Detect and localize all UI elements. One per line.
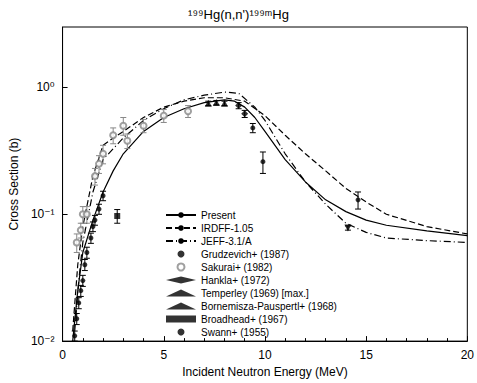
svg-text:IRDFF-1.05: IRDFF-1.05 (201, 223, 254, 234)
svg-text:¹⁹⁹Hg(n,n')¹⁹⁹ᵐHg: ¹⁹⁹Hg(n,n')¹⁹⁹ᵐHg (188, 7, 289, 22)
svg-text:Cross Section (b): Cross Section (b) (7, 138, 21, 231)
svg-text:20: 20 (461, 348, 475, 362)
svg-text:10⁻¹: 10⁻¹ (31, 207, 55, 221)
svg-text:Broadhead+ (1967): Broadhead+ (1967) (201, 314, 287, 325)
svg-text:Hankla+ (1972): Hankla+ (1972) (201, 275, 270, 286)
svg-text:10⁻²: 10⁻² (31, 334, 55, 348)
svg-text:Incident Neutron Energy (MeV): Incident Neutron Energy (MeV) (182, 365, 347, 379)
svg-text:Bornemisza-Pauspertl+ (1968): Bornemisza-Pauspertl+ (1968) (201, 301, 337, 312)
svg-text:Temperley (1969) [max.]: Temperley (1969) [max.] (201, 288, 309, 299)
svg-text:10⁰: 10⁰ (36, 80, 54, 94)
svg-text:Grudzevich+ (1987): Grudzevich+ (1987) (201, 249, 289, 260)
svg-text:10: 10 (258, 348, 272, 362)
svg-text:Swann+ (1955): Swann+ (1955) (201, 327, 269, 338)
svg-text:15: 15 (359, 348, 373, 362)
svg-text:Present: Present (201, 210, 236, 221)
svg-text:Sakurai+ (1982): Sakurai+ (1982) (201, 262, 272, 273)
svg-text:5: 5 (160, 348, 167, 362)
svg-text:0: 0 (59, 348, 66, 362)
svg-text:JEFF-3.1/A: JEFF-3.1/A (201, 236, 252, 247)
